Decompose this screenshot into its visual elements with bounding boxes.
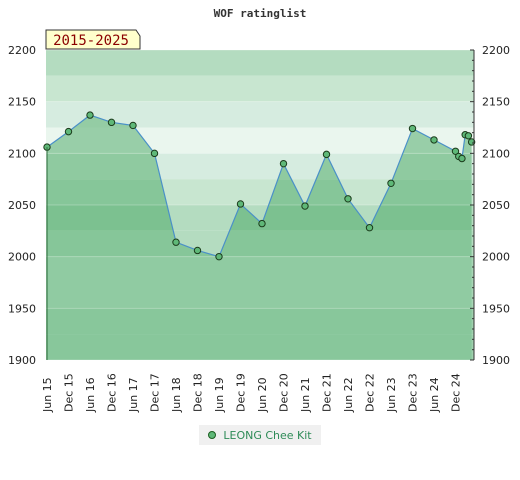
x-tick-label: Jun 23	[385, 377, 398, 413]
data-point	[86, 111, 94, 119]
y-tick-label-right: 1900	[482, 354, 510, 367]
x-tick-label: Jun 19	[213, 377, 226, 413]
y-tick-label-right: 2100	[482, 147, 510, 160]
data-point	[107, 118, 116, 127]
data-point	[215, 252, 223, 261]
area-band	[47, 282, 472, 309]
area-band	[47, 308, 472, 335]
data-point	[150, 149, 159, 158]
x-tick-label: Jun 21	[299, 377, 312, 413]
y-tick-label-right: 2050	[482, 199, 510, 212]
area-band	[47, 256, 472, 283]
axes: 1900 1900 1950 1950 2000 2000 2050 2050 2100 2100…	[8, 44, 510, 413]
x-tick-label: Dec 23	[407, 373, 420, 412]
x-tick-label: Dec 18	[192, 373, 205, 412]
data-point	[451, 147, 460, 155]
chart-title: WOF ratinglist	[214, 7, 307, 20]
y-tick-label-right: 2000	[482, 251, 510, 264]
y-tick-label-left: 2100	[8, 147, 36, 160]
data-point	[301, 202, 309, 210]
y-tick-label-left: 2050	[8, 199, 36, 212]
x-tick-label: Jun 16	[84, 377, 97, 413]
x-tick-label: Jun 20	[256, 377, 269, 413]
x-tick-label: Jun 17	[127, 377, 140, 413]
y-tick-label-left: 1950	[8, 302, 36, 315]
y-tick-label-right: 2200	[482, 44, 510, 57]
x-tick-label: Jun 15	[41, 377, 54, 413]
data-point	[408, 124, 417, 133]
y-tick-label-right: 2150	[482, 96, 510, 109]
legend: LEONG Chee Kit	[199, 425, 321, 445]
data-point	[236, 200, 245, 208]
data-point	[458, 154, 466, 163]
legend-series-name: LEONG Chee Kit	[223, 428, 312, 442]
x-tick-label: Dec 15	[63, 373, 76, 412]
x-tick-label: Dec 21	[321, 373, 334, 412]
data-point	[129, 121, 137, 130]
data-point	[344, 195, 352, 203]
background-band	[46, 75, 474, 102]
grid-lines	[46, 49, 474, 361]
data-point	[258, 219, 266, 228]
data-point	[430, 136, 438, 144]
x-tick-label: Dec 20	[278, 373, 291, 412]
data-point	[64, 127, 73, 136]
data-point	[365, 224, 374, 232]
x-tick-label: Jun 18	[170, 377, 183, 413]
data-point	[467, 138, 476, 146]
legend-marker-icon	[208, 431, 217, 439]
y-tick-label-left: 2000	[8, 251, 36, 264]
data-point	[387, 179, 395, 188]
background-band	[46, 50, 474, 76]
data-points	[43, 111, 476, 261]
x-tick-label: Jun 22	[342, 377, 355, 413]
x-tick-label: Dec 24	[450, 373, 463, 412]
area-band	[47, 334, 472, 360]
x-tick-label: Dec 17	[149, 373, 162, 412]
data-point	[322, 150, 331, 159]
data-point	[193, 246, 202, 255]
x-tick-label: Dec 16	[106, 373, 119, 412]
y-tick-label-left: 2200	[8, 44, 36, 57]
period-label: 2015-2025	[53, 33, 129, 49]
y-tick-label-right: 1950	[482, 302, 510, 315]
data-point	[279, 159, 288, 168]
area-band	[47, 230, 472, 257]
data-point	[464, 132, 473, 140]
y-tick-label-left: 2150	[8, 96, 36, 109]
period-badge: 2015-2025	[45, 29, 141, 50]
x-tick-label: Dec 19	[235, 373, 248, 412]
data-point	[172, 238, 180, 246]
x-tick-label: Dec 22	[364, 373, 377, 412]
x-tick-label: Jun 24	[428, 377, 441, 413]
y-tick-label-left: 1900	[8, 354, 36, 367]
